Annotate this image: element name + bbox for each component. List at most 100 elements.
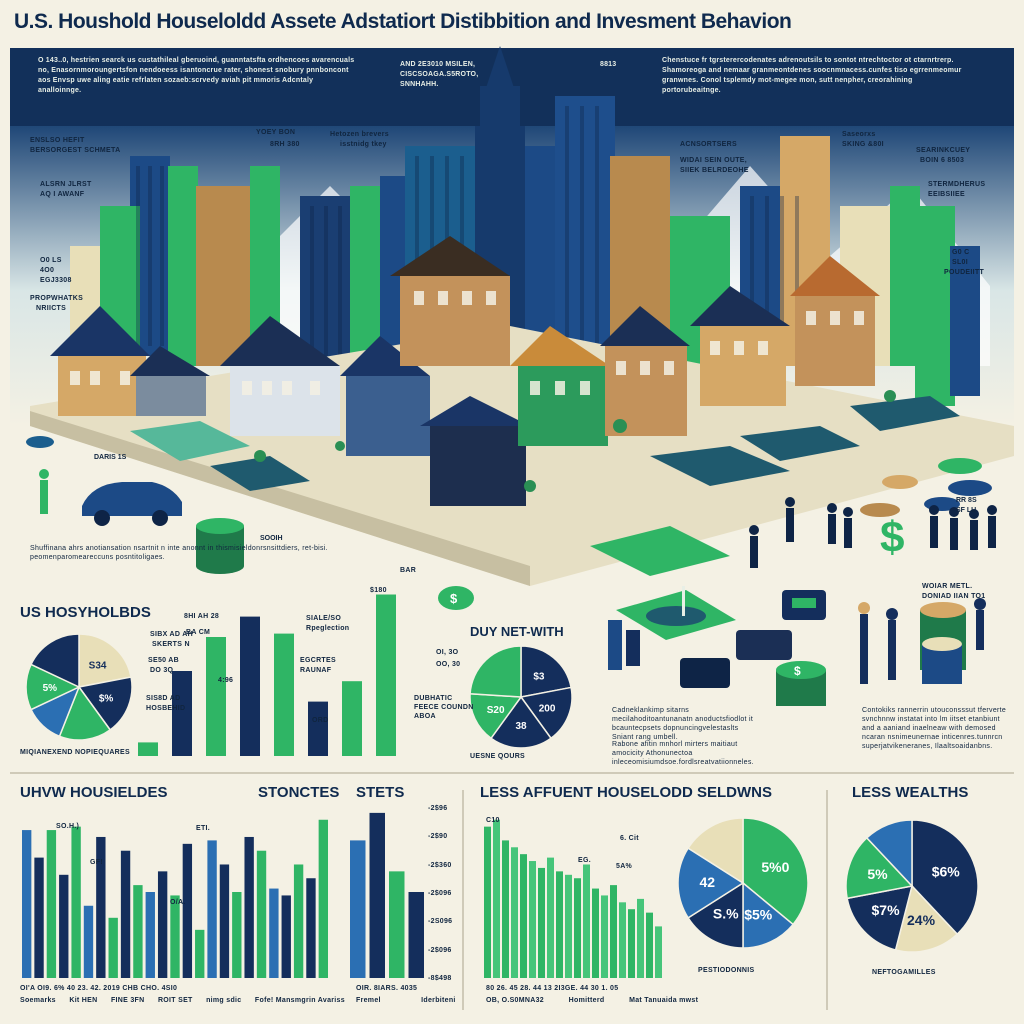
pie-slice-label: 42 (699, 874, 715, 890)
bar (195, 929, 205, 978)
city-label-left-f: 4O0 (40, 267, 55, 274)
city-label-left-a: ENSLSO HEFIT (30, 137, 85, 144)
city-label-top-c: Hetozen brevers (330, 131, 389, 138)
pie-slice (520, 645, 572, 698)
bar-a-note-3: SIBX AD AH (150, 631, 193, 638)
dollar-sign-icon: $ (880, 513, 904, 562)
city-label-left-g: EGJ3308 (40, 277, 72, 284)
wallet-device-icon (680, 590, 826, 688)
city-label-top-a: YOEY BON (256, 129, 296, 136)
city-label-top-d: isstnidg tkey (340, 141, 387, 148)
pie-slice (469, 693, 523, 740)
bar (182, 843, 193, 978)
pie-slice-label: 38 (515, 721, 527, 732)
pie-slice (742, 881, 795, 949)
middle-left-note: Shuffinana ahrs anotiansation nsartnit n… (30, 545, 328, 561)
uhnw-note-2: ETI. (196, 825, 211, 832)
city-label-right-f: EEIBSIIEE (928, 191, 965, 198)
page-title: U.S. Houshold Houseloldd Assete Adstatio… (14, 10, 792, 33)
bar (484, 826, 491, 978)
pie-slice-label: S.% (713, 905, 739, 921)
bar (520, 854, 527, 978)
stets-axis-tick: -2$096 (428, 946, 452, 954)
bar (511, 847, 518, 978)
pie-b-left-2: OO, 30 (436, 661, 461, 668)
pie-slice (687, 817, 744, 885)
pie-slice-label: 200 (539, 703, 556, 714)
bar (59, 874, 69, 978)
section-divider (10, 772, 1014, 774)
net-worth-title: DUY NET-WITH (470, 624, 564, 639)
bar (601, 895, 608, 978)
bar-a-note-8: HOSBEHID (146, 705, 186, 712)
pie-slice (469, 645, 522, 698)
uhnw-title: UHVW HOUSIELDES (20, 784, 168, 801)
bar (592, 888, 599, 978)
right-label-k: SF LU (956, 507, 976, 514)
bar (138, 742, 158, 756)
column-divider-a (462, 790, 464, 1010)
pie-slice-label: 5%0 (761, 859, 789, 875)
coin-stacks-right: $ (776, 598, 986, 706)
uhnw-x-labels: OI'A OI9. 6% 40 23. 42. 2019 CHB CHO. 4S… (20, 985, 178, 992)
far-right-note: Contokiks rannerrin utouconsssut tferver… (862, 707, 1007, 750)
stets-title: STETS (356, 784, 405, 801)
bar (565, 874, 572, 978)
la-note-3: 5A% (616, 863, 633, 870)
bar (274, 633, 294, 756)
bar-a-tag-3: EGCRTES (300, 657, 336, 664)
city-label-top-b: 8RH 380 (270, 141, 300, 148)
pie-a-caption: MIQIANEXEND NOPIEQUARES (20, 749, 130, 756)
pie-slice-label: $7% (872, 902, 901, 918)
la-note-4: 6. Cit (620, 835, 639, 842)
bar (269, 888, 279, 978)
coin-icon: $ (438, 586, 474, 610)
bar (172, 671, 192, 756)
pie-slice-label: S20 (487, 705, 505, 716)
bar-chart-less-affluent (484, 819, 662, 978)
pie-slice (519, 686, 573, 740)
bar (493, 819, 500, 978)
bar (22, 830, 32, 978)
la-x-labels: 80 26. 45 28. 44 13 2I3GE. 44 30 1. 05 (486, 985, 619, 992)
bar-a-note-1: 8HI AH 28 (184, 613, 220, 620)
uhnw-note-4: O/A. (170, 899, 186, 906)
bar (610, 885, 617, 978)
city-label-left-e: O0 LS (40, 257, 62, 264)
pie-slice (30, 633, 80, 689)
coin-stack-icon (26, 436, 244, 574)
pie-b-caption: UESNE QOURS (470, 753, 526, 760)
city-label-mid-a: ACNSORTSERS (680, 141, 737, 148)
bar (574, 878, 581, 978)
uhnw-x-labels-b: Soemarks Kit HEN FINE 3FN ROIT SET nimg … (20, 997, 345, 1004)
right-label-j: RR 8S (956, 497, 977, 504)
svg-text:$: $ (794, 664, 801, 678)
pie-slice-label: $6% (932, 864, 961, 880)
city-label-right-d: BOIN 6 8503 (920, 157, 965, 164)
la-note-1: C10 (486, 817, 500, 824)
pie-slice (687, 881, 744, 949)
pie-slice-label: $3 (533, 671, 545, 682)
bar (502, 840, 509, 978)
bar-a-tag-6: 4:96 (218, 677, 234, 684)
city-label-left-d: AQ I AWANF (40, 191, 85, 198)
top-note-right: Chenstuce fr tgrsterercodenates adrenout… (662, 57, 962, 94)
bar-chart-households (138, 594, 396, 756)
pie-slice (489, 695, 553, 749)
uhnw-note-3: GF! (90, 859, 103, 866)
la-x-labels-b: OB, O.S0MNA32 Homitterd Mat Tanuaida mws… (486, 997, 699, 1004)
bar (133, 885, 143, 978)
stets-axis-tick: -2S096 (428, 918, 453, 926)
city-label-right-b: SKING &80I (842, 141, 884, 148)
city-label-right-h: SL0I (952, 259, 968, 266)
pie-slice (846, 885, 914, 951)
bar (108, 917, 118, 978)
pie-slice-label: S34 (89, 661, 107, 672)
bar (170, 895, 180, 978)
bar (350, 840, 366, 978)
bar (538, 867, 545, 978)
uhnw-note-1: SO.H.) (56, 823, 80, 830)
bar (244, 836, 254, 978)
fountain-plaza-icon (608, 586, 736, 670)
stets-axis-tick: -2$90 (428, 833, 448, 841)
